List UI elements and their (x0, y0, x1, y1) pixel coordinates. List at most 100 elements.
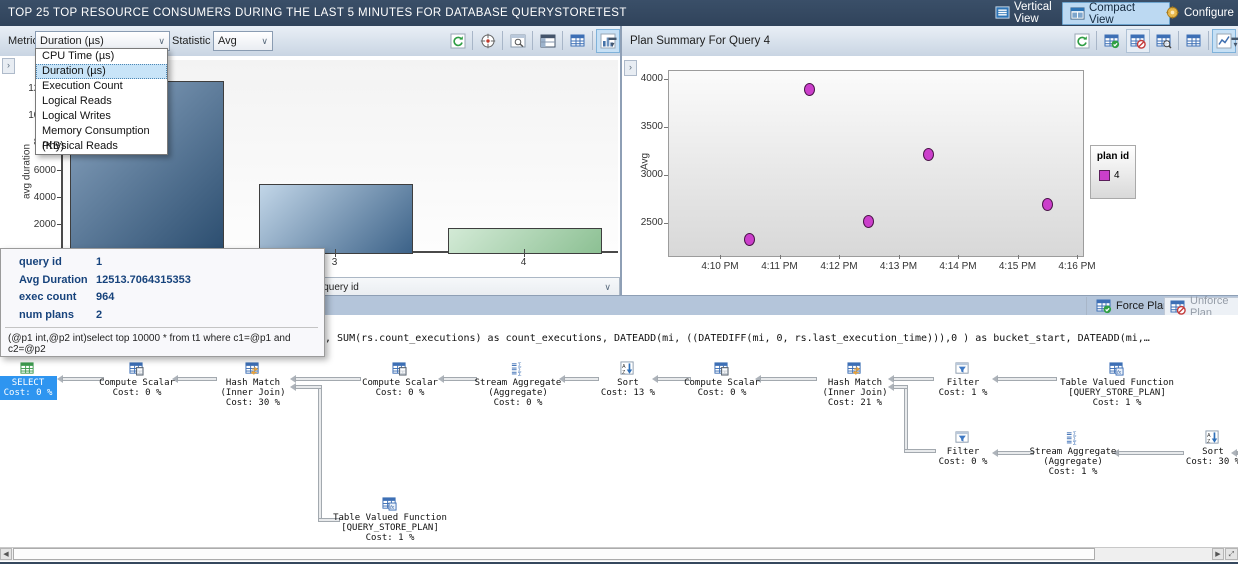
svg-text:fx: fx (1117, 370, 1121, 376)
refresh-button[interactable] (1070, 29, 1094, 53)
plan-node-line: Cost: 1 % (365, 533, 415, 543)
grid-button[interactable] (566, 29, 590, 53)
plan-node-sort[interactable]: Sort Cost: 30 % (1138, 447, 1238, 467)
splitter-grip[interactable]: ⤢ (1225, 548, 1238, 560)
legend-entry-label: 4 (1114, 170, 1120, 181)
x-tick-mark (1017, 255, 1019, 259)
plan-node-compute-scalar[interactable]: Compute Scalar Cost: 0 % (647, 378, 797, 398)
plan-node-line: Cost: 0 % (697, 388, 747, 398)
grid-button[interactable] (1182, 29, 1206, 53)
unforce-plan-icon (1170, 299, 1186, 315)
titlebar-button-compact-view[interactable]: Compact View (1062, 2, 1170, 26)
y-tick-mark (664, 222, 668, 224)
view-query-button[interactable] (506, 29, 530, 53)
plan-arrowhead-icon (992, 375, 998, 383)
tooltip-value: 2 (96, 308, 103, 321)
scatter-point-4-13-30-PM[interactable] (922, 148, 934, 162)
query-tooltip: query id 1 Avg Duration 12513.7064315353 exe… (0, 248, 325, 357)
plan-node-filter[interactable]: Filter Cost: 1 % (888, 378, 1038, 398)
menu-item-physical-reads[interactable]: Physical Reads (42, 140, 118, 152)
plan-node-line: Sort (1202, 447, 1224, 457)
x-tick-mark (1077, 255, 1078, 259)
scatter-point-4-11-30-PM[interactable] (803, 83, 815, 97)
force-plan-button[interactable]: Force Plan (1091, 297, 1174, 315)
scroll-right-button[interactable]: ▶ (1212, 548, 1224, 560)
plan-node-table-valued-function[interactable]: Table Valued Function [QUERY_STORE_PLAN] C… (1042, 378, 1192, 408)
plan-node-line: Stream Aggregate (1029, 447, 1117, 457)
tooltip-separator (5, 327, 318, 328)
menu-item-duration-s-[interactable]: Duration (µs) (36, 64, 167, 79)
scatter-point-4-10-30-PM[interactable] (744, 232, 756, 246)
statistic-select[interactable]: Avg ∨ (213, 31, 273, 51)
separator (502, 31, 503, 50)
plan-arrowhead-icon (888, 383, 894, 391)
title-bar: TOP 25 TOP RESOURCE CONSUMERS DURING THE… (0, 0, 1238, 26)
y-tick-label: 3500 (640, 121, 663, 132)
menu-item-cpu-time-s-[interactable]: CPU Time (µs) (42, 50, 115, 62)
plan-node-hash-match[interactable]: Hash Match (Inner Join) Cost: 21 % (780, 378, 930, 408)
menu-item-logical-reads[interactable]: Logical Reads (42, 95, 112, 107)
line-chart-button[interactable] (1212, 29, 1236, 53)
plan-node-line: Table Valued Function (1060, 378, 1174, 388)
filter-icon (955, 430, 970, 445)
legend: plan id 4 (1090, 145, 1136, 199)
x-tick-label: 4:14 PM (939, 261, 977, 272)
scrollbar-thumb[interactable] (13, 548, 1095, 560)
plan-node-stream-aggregate[interactable]: Stream Aggregate (Aggregate) Cost: 1 % (998, 447, 1148, 477)
plan-arrowhead-icon (652, 375, 658, 383)
titlebar-button-vertical-view[interactable]: Vertical View (988, 0, 1076, 25)
plan-node-select[interactable]: SELECT Cost: 0 % (0, 378, 103, 398)
x-tick-label: 4:13 PM (879, 261, 918, 272)
scatter-point-4-15-30-PM[interactable] (1041, 198, 1053, 212)
x-axis-field-value: query id (323, 281, 359, 293)
plan-node-line: Cost: 13 % (600, 388, 656, 398)
plan-node-stream-aggregate[interactable]: Stream Aggregate (Aggregate) Cost: 0 % (443, 378, 593, 408)
bar-chart-button[interactable] (596, 29, 620, 53)
svg-text:Σ: Σ (518, 372, 522, 376)
plan-node-line: Cost: 0 % (375, 388, 425, 398)
y-tick-mark (664, 126, 668, 128)
x-tick-label: 4:10 PM (701, 261, 739, 272)
plan-node-line: Cost: 1 % (938, 388, 988, 398)
plan-node-compute-scalar[interactable]: Compute Scalar Cost: 0 % (325, 378, 475, 398)
plan-arrowhead-icon (888, 375, 894, 383)
tooltip-label: exec count (19, 291, 77, 303)
toolbar-overflow-button[interactable]: ▬▾ (1232, 34, 1238, 49)
unforce-plan-button[interactable]: Unforce Plan (1164, 295, 1238, 319)
statistic-label: Statistic (172, 35, 211, 47)
plan-node-compute-scalar[interactable]: Compute Scalar Cost: 0 % (62, 378, 212, 398)
plan-arrow (62, 377, 104, 381)
compare-plans-button[interactable] (1152, 29, 1176, 53)
expand-pane-button[interactable]: › (2, 58, 15, 74)
svg-text:A: A (1207, 433, 1211, 439)
plan-arrow (893, 377, 934, 381)
scatter-point-4-12-30-PM[interactable] (863, 214, 875, 228)
plan-node-sort[interactable]: Sort Cost: 13 % (553, 378, 703, 398)
force-plan-button[interactable] (1100, 29, 1124, 53)
plan-node-hash-match[interactable]: Hash Match (Inner Join) Cost: 30 % (178, 378, 328, 408)
titlebar-button-label: Vertical View (1014, 0, 1052, 25)
plan-summary-chart: › Avg plan id 4 2500 3000 3500 4000 4:10 PM 4… (622, 56, 1238, 295)
menu-item-execution-count[interactable]: Execution Count (42, 80, 123, 92)
scroll-left-button[interactable]: ◀ (0, 548, 12, 560)
plan-node-table-valued-function[interactable]: Table Valued Function [QUERY_STORE_PLAN] C… (315, 513, 465, 543)
panel-divider[interactable] (620, 26, 622, 295)
crosshair-button[interactable] (476, 29, 500, 53)
horizontal-scrollbar[interactable]: ◀ ▶ ⤢ (0, 547, 1238, 561)
x-tick-label: 4:12 PM (820, 261, 858, 272)
plan-node-filter[interactable]: Filter Cost: 0 % (888, 447, 1038, 467)
menu-item-logical-writes[interactable]: Logical Writes (42, 110, 111, 122)
menu-item-memory-consumption-kb-[interactable]: Memory Consumption (KB) (42, 125, 150, 152)
unforce-plan-button[interactable] (1126, 29, 1150, 53)
titlebar-button-configure[interactable]: Configure (1158, 2, 1238, 23)
x-tick-label: 4:16 PM (1058, 261, 1096, 272)
bar-query-3[interactable] (258, 184, 413, 254)
x-tick-mark (898, 255, 900, 259)
refresh-button[interactable] (446, 29, 470, 53)
tooltip-label: num plans (19, 308, 75, 321)
plan-summary-title: Plan Summary For Query 4 (630, 35, 770, 47)
toolbar-overflow-button[interactable]: ▬▾ (608, 33, 617, 49)
expand-pane-button[interactable]: › (624, 60, 637, 76)
grid-dark-button[interactable] (536, 29, 560, 53)
